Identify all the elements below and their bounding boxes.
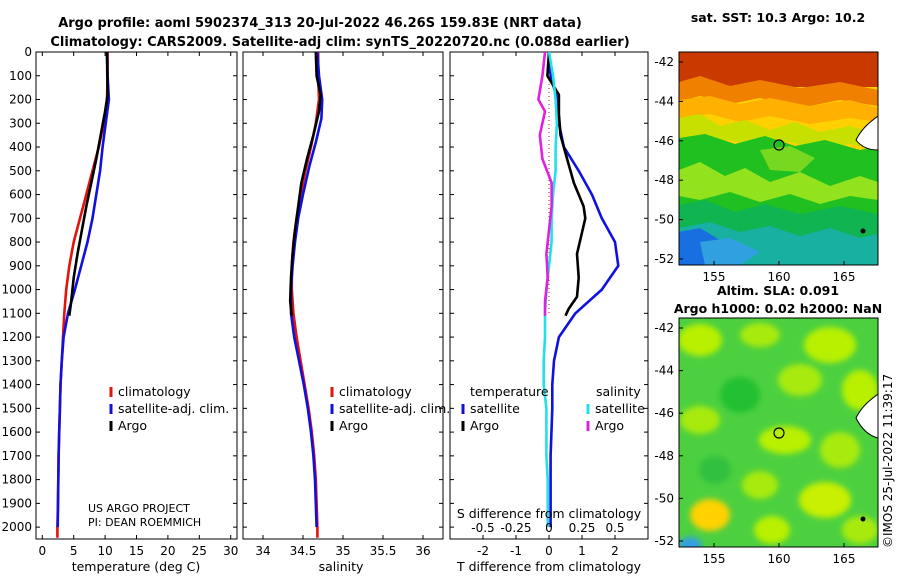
depth-tick-label: 1900 <box>1 496 32 510</box>
legend-label-argo: Argo <box>118 418 147 433</box>
s-xtick-label: 35 <box>335 544 350 558</box>
t-xtick-label: 20 <box>160 544 175 558</box>
s-difference-tick-label: -0.25 <box>500 521 531 535</box>
figure-title-line2: Climatology: CARS2009. Satellite-adj cli… <box>50 35 629 50</box>
legend-label-s-argo: Argo <box>595 418 624 433</box>
depth-tick-label: 800 <box>9 235 32 249</box>
depth-tick-label: 1500 <box>1 401 32 415</box>
salinity-xlabel: salinity <box>319 559 364 574</box>
legend-label-satellite: satellite-adj. clim. <box>118 401 229 416</box>
s-difference-tick-label: 0.25 <box>569 521 596 535</box>
depth-tick-label: 1100 <box>1 306 32 320</box>
legend-title-salinity: salinity <box>596 384 641 399</box>
s-xtick-label: 36 <box>415 544 430 558</box>
map-lat-label: -42 <box>654 321 674 335</box>
depth-tick-label: 600 <box>9 188 32 202</box>
sst-map: sat. SST: 10.3 Argo: 10.2 -42 -44 -46 -48 -5… <box>654 10 879 284</box>
legend-label-satellite: satellite-adj. clim. <box>339 401 450 416</box>
legend-label-t-satellite: satellite <box>470 401 520 416</box>
legend-label-climatology: climatology <box>118 384 191 399</box>
map-lon-label: 155 <box>703 552 726 566</box>
depth-tick-label: 1200 <box>1 330 32 344</box>
depth-tick-label: 1000 <box>1 283 32 297</box>
depth-tick-label: 1400 <box>1 378 32 392</box>
sla-map: Altim. SLA: 0.091 Argo h1000: 0.02 h2000… <box>654 283 882 566</box>
depth-tick-label: 0 <box>24 45 32 59</box>
series-s-argo <box>537 51 553 316</box>
depth-tick-label: 1600 <box>1 425 32 439</box>
t-xtick-label: 25 <box>192 544 207 558</box>
legend-label-s-satellite: satellite <box>595 401 645 416</box>
s-xtick-label: 34.5 <box>290 544 317 558</box>
map-lat-label: -46 <box>654 406 674 420</box>
s-difference-tick-label: 0 <box>545 521 553 535</box>
map-lon-label: 160 <box>768 552 791 566</box>
sst-map-title: sat. SST: 10.3 Argo: 10.2 <box>691 10 865 25</box>
map-lat-label: -52 <box>654 252 674 266</box>
depth-tick-label: 1300 <box>1 354 32 368</box>
sst-argo-location-marker <box>773 139 785 151</box>
map-lon-label: 165 <box>833 270 856 284</box>
depth-tick-label: 2000 <box>1 520 32 534</box>
s-difference-xlabel: S difference from climatology <box>457 506 642 521</box>
t-xtick-label: 30 <box>223 544 238 558</box>
map-lat-label: -52 <box>654 534 674 548</box>
map-lat-label: -42 <box>654 55 674 69</box>
map-lat-label: -46 <box>654 134 674 148</box>
t-xtick-label: 5 <box>70 544 78 558</box>
figure-title-line1: Argo profile: aoml 5902374_313 20-Jul-20… <box>58 16 582 31</box>
map-lon-label: 160 <box>768 270 791 284</box>
depth-tick-label: 400 <box>9 140 32 154</box>
legend-label-argo: Argo <box>339 418 368 433</box>
credit-line1: US ARGO PROJECT <box>88 502 190 515</box>
map-lat-label: -48 <box>654 173 674 187</box>
map-lat-label: -50 <box>654 213 674 227</box>
salinity-panel: 34 34.5 35 35.5 36 salinity climatology satel… <box>242 51 450 574</box>
d-xtick-label: 2 <box>611 544 619 558</box>
depth-tick-label: 700 <box>9 211 32 225</box>
s-xtick-label: 35.5 <box>370 544 397 558</box>
series-t-argo <box>546 51 587 317</box>
temperature-xlabel: temperature (deg C) <box>72 559 201 574</box>
sla-map-title-line1: Altim. SLA: 0.091 <box>717 283 839 298</box>
d-xtick-label: -1 <box>510 544 522 558</box>
d-xtick-label: 0 <box>545 544 553 558</box>
sla-argo-location-marker <box>773 427 785 439</box>
map-lat-label: -44 <box>654 94 674 108</box>
depth-tick-label: 500 <box>9 164 32 178</box>
depth-tick-label: 1700 <box>1 449 32 463</box>
map-lon-label: 165 <box>833 552 856 566</box>
series-argo <box>68 51 109 316</box>
map-lat-label: -50 <box>654 491 674 505</box>
legend-label-t-argo: Argo <box>470 418 499 433</box>
map-lat-label: -48 <box>654 449 674 463</box>
legend-label-climatology: climatology <box>339 384 412 399</box>
d-xtick-label: 1 <box>578 544 586 558</box>
s-difference-tick-label: -0.5 <box>471 521 494 535</box>
legend-title-temperature: temperature <box>470 384 549 399</box>
depth-tick-label: 100 <box>9 69 32 83</box>
difference-panel: -2 -1 0 1 2 T difference from climatology S … <box>449 51 649 574</box>
depth-tick-label: 300 <box>9 116 32 130</box>
credit-line2: PI: DEAN ROEMMICH <box>88 516 201 529</box>
s-xtick-label: 34 <box>255 544 270 558</box>
series-satellite-adj-clim- <box>56 51 111 528</box>
t-xtick-label: 10 <box>97 544 112 558</box>
t-difference-xlabel: T difference from climatology <box>456 559 642 574</box>
series-argo <box>288 51 322 316</box>
depth-tick-label: 200 <box>9 93 32 107</box>
map-lat-label: -44 <box>654 364 674 378</box>
map-lon-label: 155 <box>703 270 726 284</box>
depth-tick-label: 1800 <box>1 473 32 487</box>
t-xtick-label: 0 <box>38 544 46 558</box>
d-xtick-label: -2 <box>477 544 489 558</box>
s-difference-tick-label: 0.5 <box>605 521 624 535</box>
temperature-panel: 0100200300400500600700800900100011001200… <box>1 45 238 574</box>
sla-map-title-line2: Argo h1000: 0.02 h2000: NaN <box>674 301 882 316</box>
depth-tick-label: 900 <box>9 259 32 273</box>
imos-credit: ©IMOS 25-Jul-2022 11:39:17 <box>881 374 895 548</box>
t-xtick-label: 15 <box>129 544 144 558</box>
